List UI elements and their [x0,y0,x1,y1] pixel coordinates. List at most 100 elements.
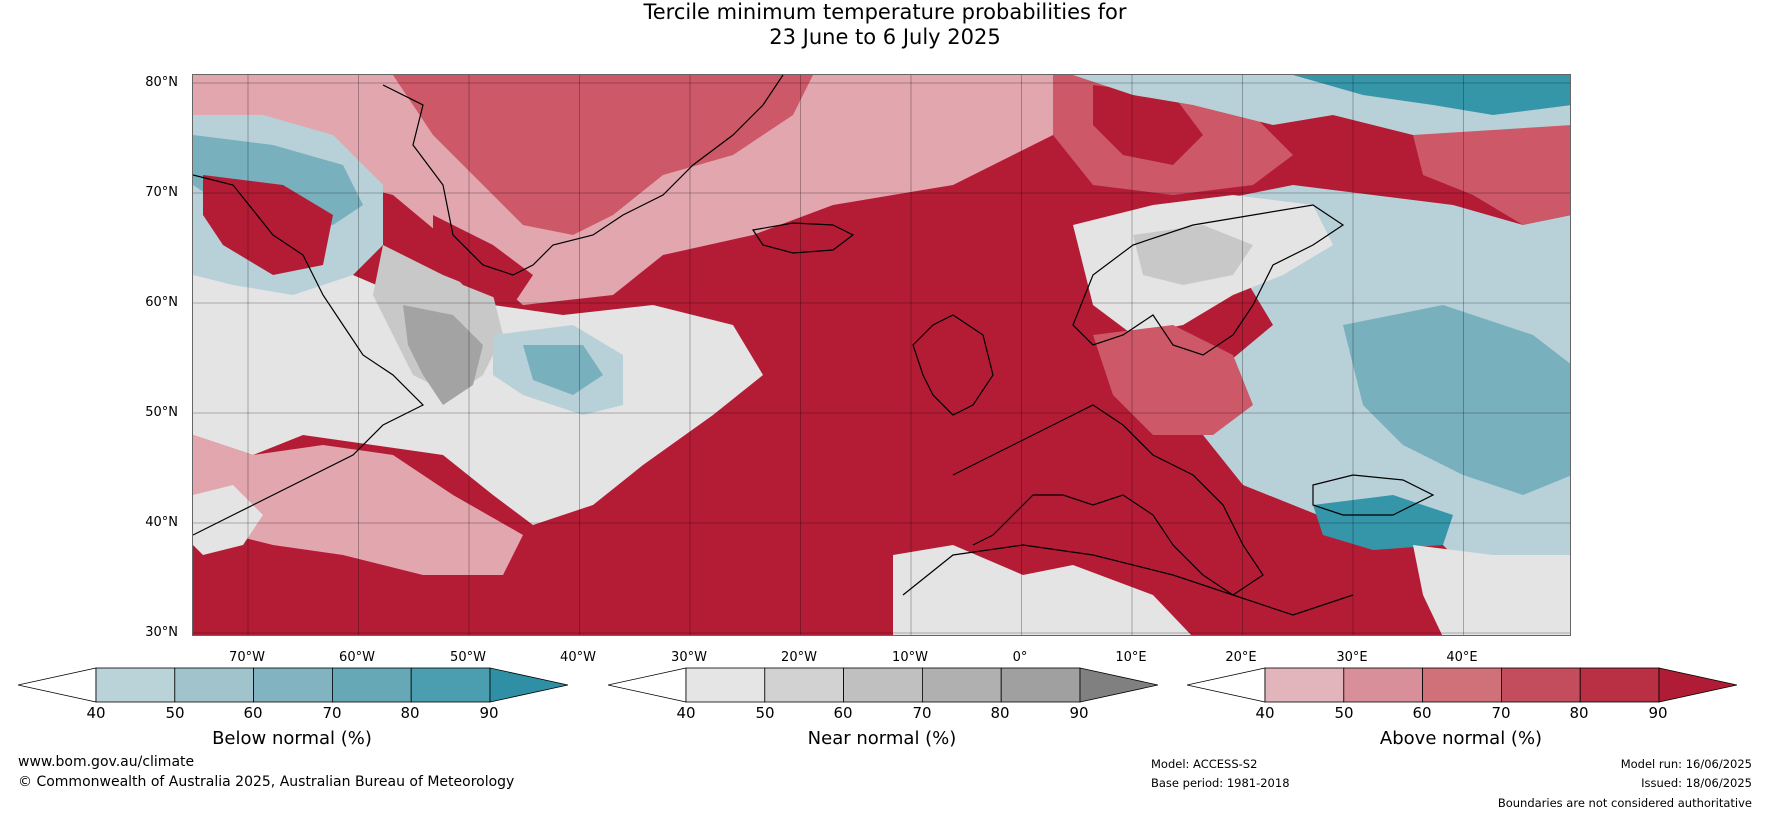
below-mid-region-atlantic [523,345,603,395]
cbar-segment [253,667,333,703]
footer-base-period: Base period: 1981-2018 [1151,776,1290,790]
below-high-region-arctic [1293,75,1570,115]
cbar-segment [95,667,176,703]
lon-label-50w: 50°W [450,650,486,665]
lon-label-0: 0° [1012,650,1028,665]
graticule [193,75,1570,635]
above-mid-region-russia [1413,125,1570,225]
near-mid-region-scandinavia [1133,225,1253,285]
cbar-above-tick-60: 60 [1412,704,1432,722]
near-high-region-labrador [403,305,483,405]
above-high-region-barents [1093,85,1203,165]
coastline-greenland [382,75,784,276]
cbar-near-title: Near normal (%) [807,728,957,749]
footer-disclaimer: Boundaries are not considered authoritat… [1497,796,1752,810]
lon-label-40w: 40°W [560,650,596,665]
cbar-lower-extension [18,667,97,703]
title-line-2: 23 June to 6 July 2025 [769,25,1001,49]
near-low-region-north-africa [893,545,1192,635]
coastlines [193,75,1435,616]
cbar-segment [174,667,255,703]
cbar-below-tick-40: 40 [86,704,106,722]
below-high-region-turkey [1313,495,1453,550]
cbar-segment [410,667,491,703]
above-high-region-baffin [203,175,333,275]
cbar-segment [1422,667,1502,703]
footer-url: www.bom.gov.au/climate [18,754,195,770]
lon-label-40e: 40°E [1446,650,1478,665]
lon-label-20w: 20°W [781,650,817,665]
cbar-near-tick-50: 50 [755,704,775,722]
footer-model-run: Model run: 16/06/2025 [1620,757,1752,771]
lat-label-80n: 80°N [145,75,178,90]
cbar-segment [1264,667,1345,703]
cbar-segment [921,667,1002,703]
cbar-upper-extension [1079,667,1158,703]
cbar-near-tick-70: 70 [912,704,932,722]
cbar-above-tick-40: 40 [1255,704,1275,722]
map-canvas [193,75,1570,635]
cbar-lower-extension [608,667,687,703]
coastline-iceland [751,222,855,254]
above-mid-region-europe [1093,325,1253,435]
above-high-region-greenland-south [433,215,533,305]
lon-label-10e: 10°E [1115,650,1147,665]
above-mid-region-greenland [393,75,813,235]
below-mid-region-russia [1343,305,1570,495]
cbar-below-tick-60: 60 [243,704,263,722]
cbar-near-tick-40: 40 [676,704,696,722]
lat-label-30n: 30°N [145,625,178,640]
coastline-british-isles [912,314,994,416]
cbar-above-title: Above normal (%) [1379,728,1543,749]
cbar-segment [1343,667,1424,703]
footer-model: Model: ACCESS-S2 [1151,757,1258,771]
footer-issued: Issued: 18/06/2025 [1641,776,1752,790]
colorbar-below-normal [18,667,568,703]
coastline-scandinavia [1072,204,1345,356]
colorbar-near-normal [608,667,1158,703]
title-line-1: Tercile minimum temperature probabilitie… [643,0,1127,24]
cbar-near-tick-90: 90 [1069,704,1089,722]
map-title: Tercile minimum temperature probabilitie… [0,0,1770,50]
cbar-above-tick-80: 80 [1569,704,1589,722]
cbar-segment [1000,667,1081,703]
lat-label-60n: 60°N [145,295,178,310]
near-low-region-middle-east [1413,545,1570,635]
cbar-segment [1579,667,1660,703]
cbar-above-tick-70: 70 [1491,704,1511,722]
coastline-canada [193,174,425,536]
cbar-segment [1500,667,1581,703]
near-low-region-florida [193,485,263,555]
above-low-region-subtropics [193,435,523,575]
lon-label-30e: 30°E [1336,650,1368,665]
cbar-segment [685,667,766,703]
cbar-below-tick-70: 70 [322,704,342,722]
cbar-segment [331,667,412,703]
lat-label-40n: 40°N [145,515,178,530]
lat-label-70n: 70°N [145,185,178,200]
cbar-below-tick-50: 50 [165,704,185,722]
probability-map [192,74,1571,636]
coastline-black-sea [1312,474,1435,516]
cbar-upper-extension [1658,667,1737,703]
cbar-upper-extension [489,667,568,703]
lon-label-60w: 60°W [339,650,375,665]
cbar-segment [843,667,923,703]
colorbar-above-normal [1187,667,1737,703]
lon-label-20e: 20°E [1225,650,1257,665]
lon-label-70w: 70°W [229,650,265,665]
lat-label-50n: 50°N [145,405,178,420]
footer-copyright: © Commonwealth of Australia 2025, Austra… [18,774,515,790]
cbar-above-tick-50: 50 [1334,704,1354,722]
near-low-region-atlantic [193,245,763,525]
cbar-near-tick-80: 80 [990,704,1010,722]
cbar-lower-extension [1187,667,1266,703]
lon-label-10w: 10°W [892,650,928,665]
cbar-above-tick-90: 90 [1648,704,1668,722]
cbar-segment [764,667,845,703]
coastline-europe [952,404,1264,596]
cbar-below-tick-90: 90 [479,704,499,722]
cbar-below-title: Below normal (%) [212,728,372,749]
coastline-north-africa [902,544,1354,616]
lon-label-30w: 30°W [671,650,707,665]
